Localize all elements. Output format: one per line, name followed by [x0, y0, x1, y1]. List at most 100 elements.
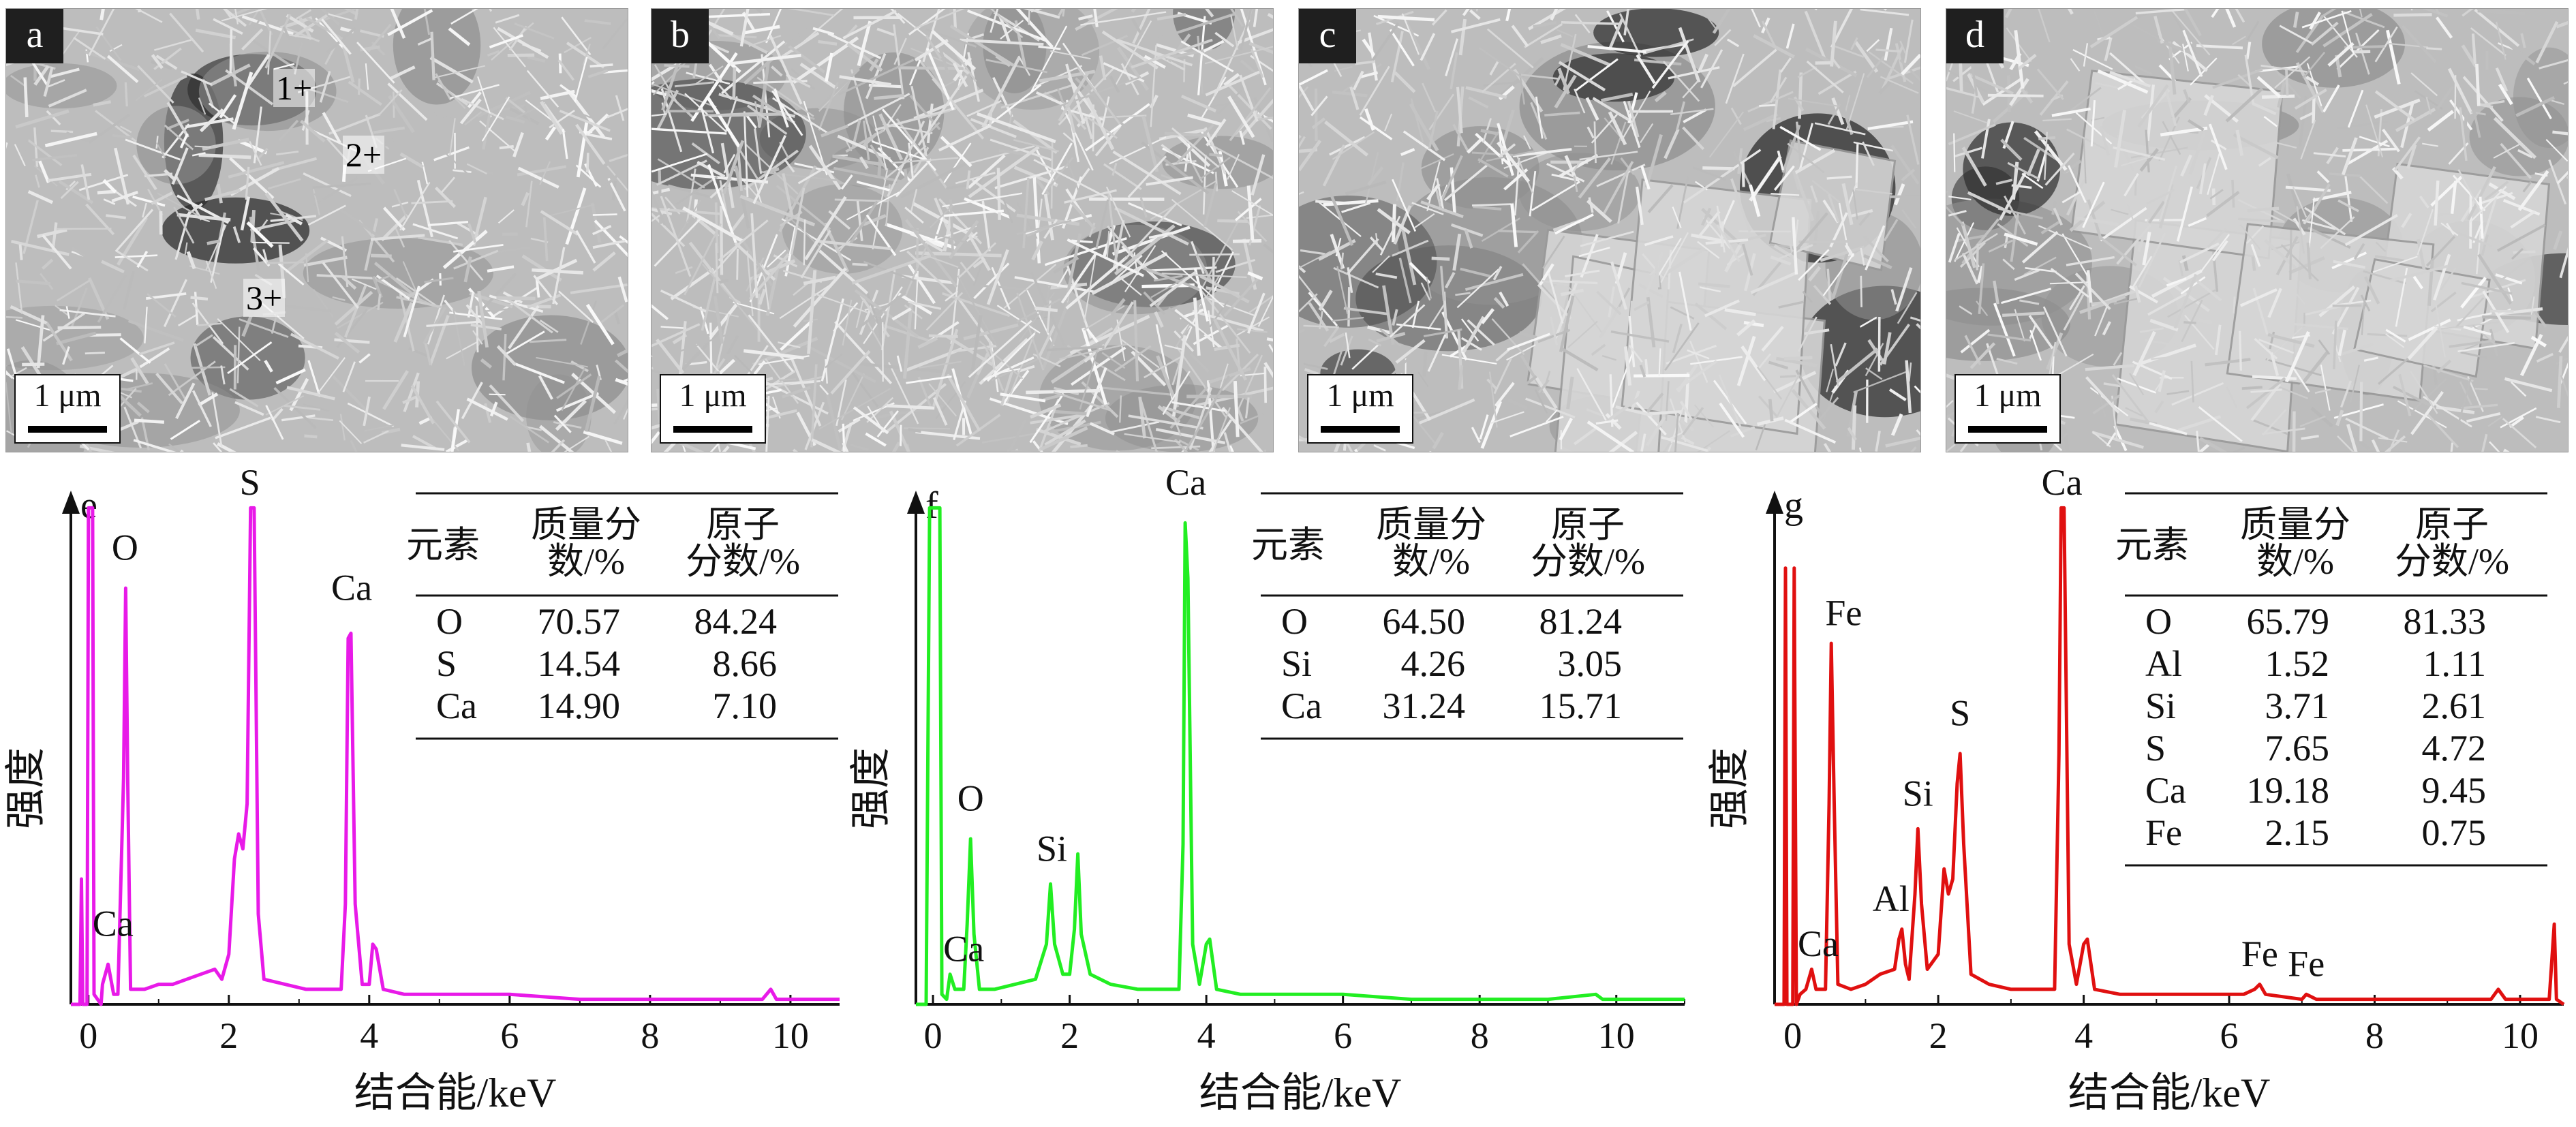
panel-label: g	[1784, 484, 1803, 527]
table-cell: 81.33	[2404, 601, 2487, 642]
table-cell: 65.79	[2247, 601, 2330, 642]
table-cell: 31.24	[1383, 685, 1466, 726]
y-axis-arrow	[62, 491, 80, 514]
table-header: 原子分数/%	[2395, 504, 2509, 582]
panel-label: f	[925, 484, 938, 527]
panel-label-a: a	[6, 9, 63, 63]
x-tick-label: 10	[2502, 1015, 2539, 1056]
table-cell: 3.71	[2265, 685, 2330, 726]
table-cell: 0.75	[2422, 812, 2487, 853]
peak-label: Fe	[2288, 944, 2325, 985]
table-cell: 84.24	[694, 601, 778, 642]
table-cell: O	[1281, 601, 1308, 642]
table-cell: O	[436, 601, 463, 642]
x-tick-label: 0	[924, 1015, 942, 1056]
eds-chart-f: 0 2 4 6 8 10 结合能/keV 强度 f Ca O Si Ca 元素 质量分数/% 原子分数/% O 6…	[848, 462, 1685, 1115]
x-tick-label: 8	[641, 1015, 659, 1056]
peak-label: O	[112, 527, 138, 568]
peak-label: S	[1950, 693, 1970, 734]
x-tick-label: 0	[1783, 1015, 1802, 1056]
peak-label: O	[957, 778, 984, 819]
point-marker-3: 3+	[243, 279, 286, 317]
peak-label: Fe	[1825, 592, 1862, 633]
table-cell: 70.57	[538, 601, 621, 642]
peak-label: Si	[1903, 773, 1933, 814]
scale-bar: 1 μm	[660, 374, 766, 444]
x-axis-title: 结合能/keV	[1199, 1070, 1402, 1115]
x-tick-label: 10	[772, 1015, 809, 1056]
x-tick-label: 0	[79, 1015, 97, 1056]
peak-label: Ca	[1165, 462, 1206, 503]
y-axis-arrow	[907, 491, 925, 514]
table-header: 质量分数/%	[1376, 504, 1486, 582]
peak-label: Al	[1873, 878, 1910, 919]
y-axis-arrow	[1766, 491, 1783, 514]
table-header: 元素	[2115, 525, 2189, 566]
table-cell: 4.26	[1401, 643, 1466, 684]
peak-label: Ca	[943, 928, 984, 969]
table-cell: S	[2145, 728, 2166, 769]
spectrum-line	[1775, 506, 2565, 1006]
table-cell: 14.54	[538, 643, 621, 684]
table-header: 质量分数/%	[531, 504, 641, 582]
scale-bar: 1 μm	[1954, 374, 2061, 444]
peak-label: Ca	[1798, 923, 1839, 964]
table-header: 元素	[1251, 525, 1325, 566]
peak-label: S	[240, 462, 260, 503]
y-axis-title: 强度	[3, 747, 48, 829]
table-cell: S	[436, 643, 457, 684]
x-tick-label: 10	[1598, 1015, 1635, 1056]
sem-image-d: d 1 μm	[1946, 8, 2569, 452]
table-header: 原子分数/%	[686, 504, 800, 582]
x-tick-label: 2	[1060, 1015, 1079, 1056]
scale-bar: 1 μm	[1307, 374, 1413, 444]
peak-label: Fe	[2241, 933, 2278, 974]
table-cell: Ca	[436, 685, 477, 726]
table-cell: 64.50	[1383, 601, 1466, 642]
spectrum-line	[916, 506, 1685, 1006]
point-marker-2: 2+	[343, 136, 385, 174]
x-tick-label: 4	[360, 1015, 378, 1056]
x-tick-label: 4	[1197, 1015, 1216, 1056]
peak-label: Ca	[93, 904, 134, 944]
x-axis-title: 结合能/keV	[2068, 1070, 2271, 1115]
table-cell: 3.05	[1558, 643, 1623, 684]
table-cell: 7.65	[2265, 728, 2330, 769]
table-cell: Ca	[1281, 685, 1322, 726]
table-cell: 14.90	[538, 685, 621, 726]
x-tick-label: 6	[1334, 1015, 1352, 1056]
x-tick-label: 6	[500, 1015, 519, 1056]
table-cell: 4.72	[2422, 728, 2487, 769]
sem-image-c: c 1 μm	[1298, 8, 1921, 452]
x-tick-label: 2	[1929, 1015, 1948, 1056]
x-tick-label: 2	[219, 1015, 238, 1056]
table-header: 原子分数/%	[1531, 504, 1645, 582]
panel-label-c: c	[1299, 9, 1356, 63]
x-tick-label: 4	[2074, 1015, 2093, 1056]
table-cell: Fe	[2145, 812, 2182, 853]
peak-label: Si	[1037, 828, 1067, 869]
table-cell: Si	[2145, 685, 2176, 726]
peak-label: Ca	[331, 568, 372, 608]
y-axis-title: 强度	[848, 747, 893, 829]
table-cell: 2.15	[2265, 812, 2330, 853]
x-tick-label: 8	[2365, 1015, 2384, 1056]
table-cell: 1.52	[2265, 643, 2330, 684]
table-cell: 81.24	[1539, 601, 1623, 642]
x-axis-title: 结合能/keV	[354, 1070, 557, 1115]
peak-label: Ca	[2042, 462, 2083, 503]
x-tick-label: 8	[1471, 1015, 1489, 1056]
panel-label-b: b	[651, 9, 709, 63]
sem-image-a: a 1+ 2+ 3+ 1 μm	[5, 8, 628, 452]
y-axis-title: 强度	[1707, 747, 1752, 829]
table-cell: Ca	[2145, 770, 2186, 811]
panel-label-d: d	[1946, 9, 2004, 63]
table-cell: 19.18	[2247, 770, 2330, 811]
scale-bar: 1 μm	[14, 374, 121, 444]
table-cell: 9.45	[2422, 770, 2487, 811]
table-cell: Al	[2145, 643, 2182, 684]
x-tick-label: 6	[2220, 1015, 2239, 1056]
point-marker-1: 1+	[273, 69, 316, 107]
